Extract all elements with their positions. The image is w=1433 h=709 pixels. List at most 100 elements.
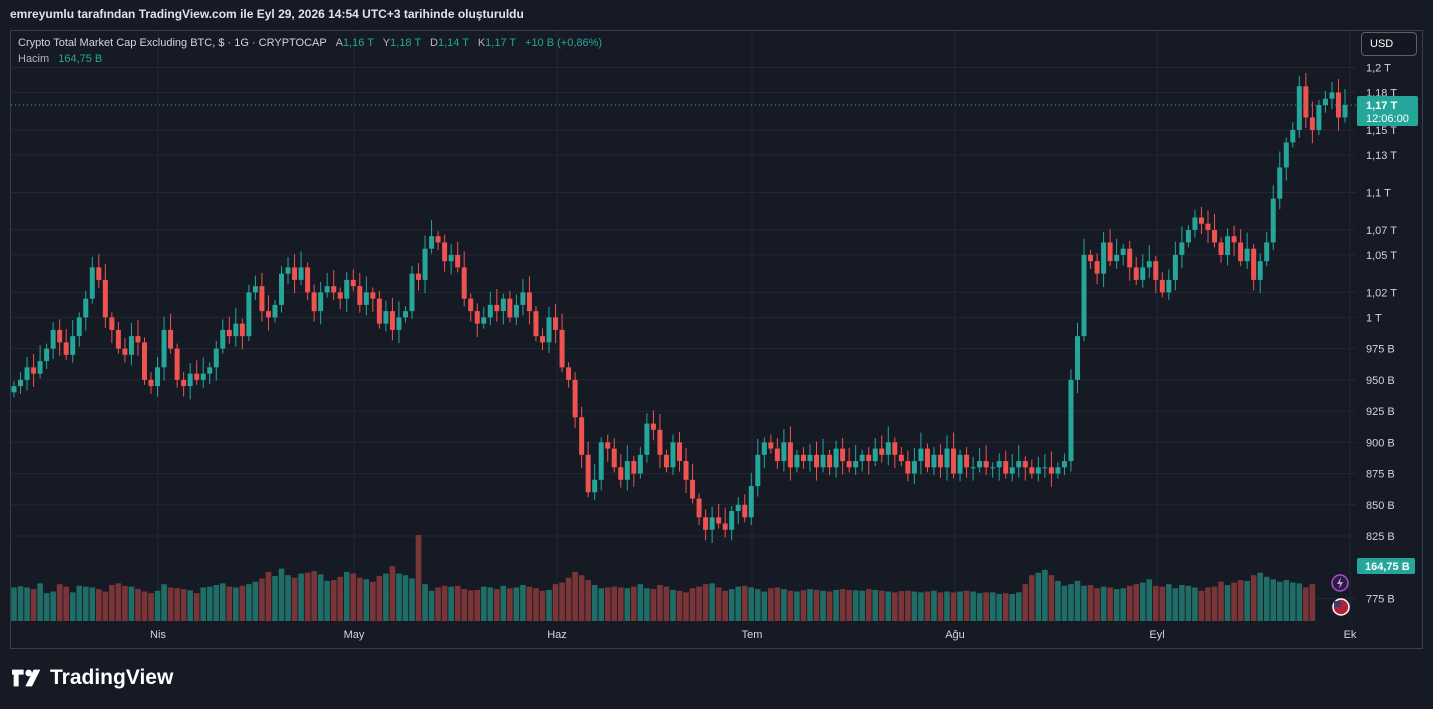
legend-open-label: A — [335, 37, 343, 49]
candle-body — [742, 504, 748, 518]
candle-body — [879, 448, 885, 455]
volume-bar — [350, 573, 357, 621]
chart-panel[interactable] — [10, 30, 1423, 649]
candle-body — [363, 292, 369, 305]
volume-bar — [246, 584, 252, 621]
volume-bar — [1263, 576, 1270, 621]
volume-bar — [1185, 585, 1192, 621]
candle-body — [1055, 467, 1061, 474]
candle-body — [957, 454, 963, 474]
chart-caption: emreyumlu tarafından TradingView.com ile… — [10, 7, 524, 21]
candle-body — [494, 304, 500, 312]
candle-body — [350, 279, 356, 287]
candle-body — [833, 448, 839, 468]
volume-bar — [1276, 581, 1283, 621]
volume-bar — [728, 589, 735, 621]
candle-body — [1231, 236, 1237, 243]
candle-body — [1205, 223, 1211, 230]
volume-bar — [781, 589, 787, 621]
candle-body — [585, 454, 591, 493]
candle-body — [970, 467, 976, 469]
candle-body — [996, 461, 1002, 468]
candle-body — [677, 442, 682, 462]
volume-bar — [1205, 587, 1211, 621]
volume-bar — [500, 585, 507, 621]
volume-bar — [161, 584, 167, 621]
candle-body — [944, 448, 950, 468]
volume-bar — [539, 590, 546, 621]
volume-bar — [193, 593, 200, 621]
candle-body — [787, 442, 793, 468]
candle-body — [1218, 242, 1224, 255]
brand-name: TradingView — [50, 666, 174, 689]
volume-bar — [865, 589, 872, 621]
x-tick-label: Tem — [742, 629, 763, 641]
currency-button[interactable]: USD — [1361, 32, 1417, 56]
volume-bar — [683, 592, 689, 621]
candle-body — [846, 461, 852, 468]
candle-body — [70, 336, 76, 355]
volume-bar — [931, 590, 937, 621]
volume-bar — [1192, 587, 1198, 621]
x-tick-label: Haz — [547, 629, 567, 641]
volume-bar — [637, 584, 644, 621]
candle-body — [579, 417, 585, 455]
legend-volume-value: 164,75 B — [58, 53, 103, 65]
candle-body — [168, 329, 174, 349]
y-tick-label: 1,13 T — [1366, 150, 1397, 162]
candle-body — [292, 267, 298, 280]
volume-bar — [370, 581, 376, 621]
candle-body — [155, 367, 161, 387]
candle-body — [814, 454, 820, 468]
volume-bar — [1113, 589, 1120, 621]
volume-bar — [76, 585, 83, 621]
volume-bar — [1283, 580, 1290, 621]
candle-body — [370, 292, 376, 299]
volume-bar — [1120, 588, 1126, 621]
candle-body — [389, 311, 395, 330]
volume-bar — [885, 591, 892, 621]
candle-body — [559, 329, 565, 368]
candle-body — [553, 317, 559, 330]
candle-body — [1166, 279, 1172, 293]
candle-body — [885, 442, 891, 455]
volume-bar — [598, 588, 605, 621]
candle-body — [409, 273, 415, 312]
volume-bar — [559, 582, 565, 621]
volume-bar — [676, 590, 683, 621]
candle-body — [448, 254, 454, 262]
candle-body — [520, 292, 526, 305]
candle-body — [1238, 242, 1244, 262]
volume-bar — [1139, 582, 1146, 621]
volume-bar — [552, 584, 559, 621]
volume-bar — [272, 576, 278, 621]
volume-bar — [239, 585, 246, 621]
candle-body — [1029, 467, 1035, 474]
volume-bar — [833, 589, 839, 621]
legend-volume-row: Hacim 164,75 B — [18, 51, 602, 67]
candle-body — [474, 311, 480, 324]
volume-bar — [918, 592, 924, 621]
candle-body — [631, 461, 637, 474]
volume-bar — [259, 578, 265, 621]
us-flag-canton-icon — [1334, 601, 1341, 607]
candle-body — [683, 461, 689, 480]
candle-body — [1329, 92, 1335, 99]
volume-bar — [950, 592, 957, 621]
volume-bar — [56, 584, 63, 621]
y-tick-label: 925 B — [1366, 406, 1395, 418]
volume-bar — [585, 580, 591, 621]
y-tick-label: 1 T — [1366, 312, 1382, 324]
y-tick-label: 1,07 T — [1366, 225, 1397, 237]
volume-bar — [383, 573, 389, 621]
volume-bar — [872, 589, 879, 621]
volume-bar — [937, 592, 944, 621]
volume-bar — [813, 589, 820, 621]
volume-bar — [761, 591, 768, 621]
candle-body — [1061, 461, 1067, 468]
x-tick-label: Ek — [1344, 629, 1357, 641]
candle-body — [898, 454, 904, 462]
candle-body — [761, 442, 767, 455]
x-tick-label: May — [344, 629, 365, 641]
